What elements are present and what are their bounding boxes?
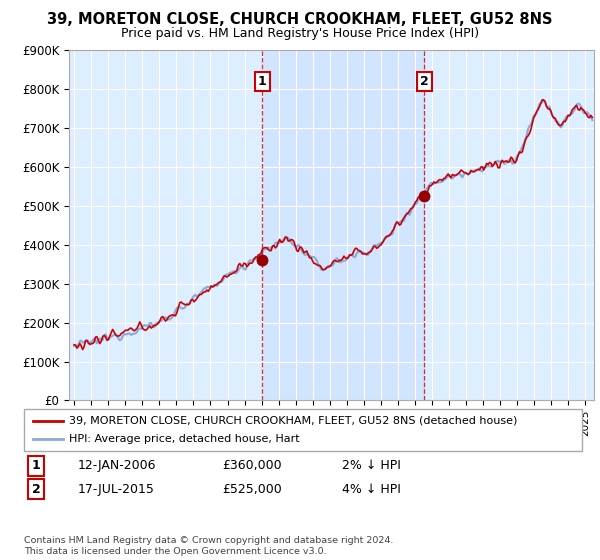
Text: 17-JUL-2015: 17-JUL-2015	[78, 483, 155, 496]
Text: £360,000: £360,000	[222, 459, 281, 472]
Text: HPI: Average price, detached house, Hart: HPI: Average price, detached house, Hart	[69, 434, 299, 444]
Text: 1: 1	[258, 75, 266, 88]
Text: 4% ↓ HPI: 4% ↓ HPI	[342, 483, 401, 496]
Text: 2: 2	[32, 483, 40, 496]
Bar	[262, 50, 424, 400]
Text: 39, MORETON CLOSE, CHURCH CROOKHAM, FLEET, GU52 8NS: 39, MORETON CLOSE, CHURCH CROOKHAM, FLEE…	[47, 12, 553, 27]
Text: Price paid vs. HM Land Registry's House Price Index (HPI): Price paid vs. HM Land Registry's House …	[121, 27, 479, 40]
Text: 12-JAN-2006: 12-JAN-2006	[78, 459, 157, 472]
Text: 39, MORETON CLOSE, CHURCH CROOKHAM, FLEET, GU52 8NS (detached house): 39, MORETON CLOSE, CHURCH CROOKHAM, FLEE…	[69, 416, 517, 426]
Text: 2% ↓ HPI: 2% ↓ HPI	[342, 459, 401, 472]
Text: Contains HM Land Registry data © Crown copyright and database right 2024.
This d: Contains HM Land Registry data © Crown c…	[24, 536, 394, 556]
Text: 2: 2	[420, 75, 428, 88]
Text: 1: 1	[32, 459, 40, 472]
Text: £525,000: £525,000	[222, 483, 282, 496]
